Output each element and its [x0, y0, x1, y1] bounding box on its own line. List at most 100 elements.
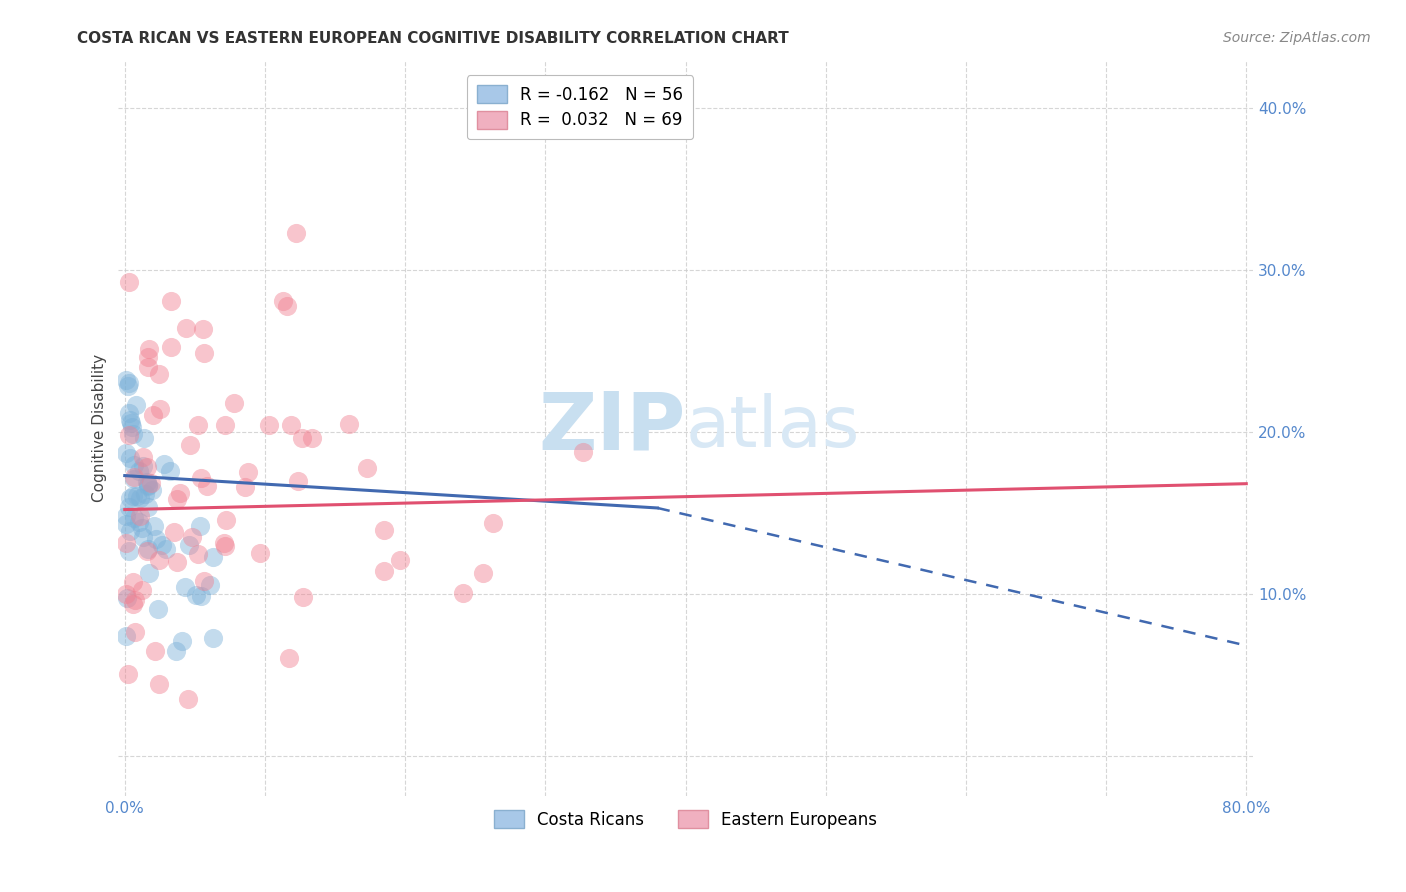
Point — [388, 553, 411, 567]
Point — [160, 339, 183, 353]
Point — [280, 417, 302, 432]
Point — [146, 602, 169, 616]
Point — [129, 508, 152, 523]
Point — [118, 491, 141, 506]
Point — [118, 406, 141, 420]
Point — [190, 589, 212, 603]
Point — [136, 459, 159, 474]
Point — [257, 418, 280, 433]
Point — [129, 491, 152, 505]
Point — [118, 500, 141, 514]
Point — [131, 583, 153, 598]
Point — [132, 459, 155, 474]
Point — [285, 226, 308, 240]
Point — [214, 417, 236, 432]
Text: COSTA RICAN VS EASTERN EUROPEAN COGNITIVE DISABILITY CORRELATION CHART: COSTA RICAN VS EASTERN EUROPEAN COGNITIV… — [77, 31, 789, 46]
Point — [278, 650, 301, 665]
Point — [121, 574, 143, 589]
Point — [122, 472, 145, 486]
Point — [124, 470, 146, 484]
Point — [166, 492, 188, 507]
Point — [115, 508, 138, 523]
Point — [292, 590, 315, 604]
Point — [187, 547, 209, 561]
Point — [276, 299, 298, 313]
Point — [115, 516, 138, 531]
Point — [122, 511, 145, 525]
Point — [471, 566, 494, 580]
Point — [120, 417, 142, 431]
Point — [290, 431, 312, 445]
Point — [118, 413, 141, 427]
Point — [115, 446, 138, 460]
Point — [188, 518, 211, 533]
Y-axis label: Cognitive Disability: Cognitive Disability — [93, 354, 107, 502]
Legend: Costa Ricans, Eastern Europeans: Costa Ricans, Eastern Europeans — [488, 804, 884, 836]
Point — [198, 578, 221, 592]
Point — [249, 546, 271, 560]
Point — [134, 487, 156, 501]
Point — [356, 460, 378, 475]
Point — [215, 512, 238, 526]
Point — [170, 634, 193, 648]
Point — [187, 418, 209, 433]
Point — [233, 480, 256, 494]
Point — [271, 293, 294, 308]
Point — [373, 523, 395, 537]
Point — [373, 564, 395, 578]
Point — [202, 550, 225, 565]
Point — [122, 427, 145, 442]
Point — [179, 437, 201, 451]
Point — [190, 470, 212, 484]
Point — [136, 351, 159, 365]
Point — [136, 544, 159, 558]
Point — [128, 515, 150, 529]
Point — [131, 521, 153, 535]
Point — [115, 373, 138, 387]
Point — [117, 591, 139, 606]
Text: atlas: atlas — [686, 393, 860, 462]
Point — [155, 541, 177, 556]
Point — [117, 379, 139, 393]
Point — [138, 566, 160, 581]
Point — [128, 464, 150, 478]
Point — [118, 376, 141, 390]
Point — [139, 475, 162, 490]
Point — [148, 368, 170, 382]
Point — [145, 532, 167, 546]
Point — [163, 524, 186, 539]
Point — [174, 580, 197, 594]
Point — [124, 593, 146, 607]
Point — [159, 464, 181, 478]
Point — [136, 475, 159, 489]
Point — [132, 530, 155, 544]
Point — [572, 445, 595, 459]
Point — [339, 417, 361, 432]
Point — [191, 322, 214, 336]
Point — [177, 538, 200, 552]
Point — [201, 631, 224, 645]
Point — [149, 402, 172, 417]
Point — [214, 539, 236, 553]
Point — [193, 574, 215, 588]
Point — [136, 541, 159, 556]
Point — [138, 343, 160, 357]
Point — [118, 524, 141, 538]
Point — [195, 479, 218, 493]
Point — [122, 489, 145, 503]
Point — [124, 625, 146, 640]
Point — [287, 474, 309, 488]
Point — [212, 536, 235, 550]
Point — [160, 293, 183, 308]
Point — [136, 360, 159, 375]
Point — [148, 552, 170, 566]
Point — [121, 419, 143, 434]
Point — [132, 450, 155, 464]
Point — [180, 530, 202, 544]
Point — [138, 500, 160, 515]
Point — [143, 644, 166, 658]
Point — [301, 432, 323, 446]
Point — [136, 477, 159, 491]
Text: Source: ZipAtlas.com: Source: ZipAtlas.com — [1223, 31, 1371, 45]
Point — [184, 588, 207, 602]
